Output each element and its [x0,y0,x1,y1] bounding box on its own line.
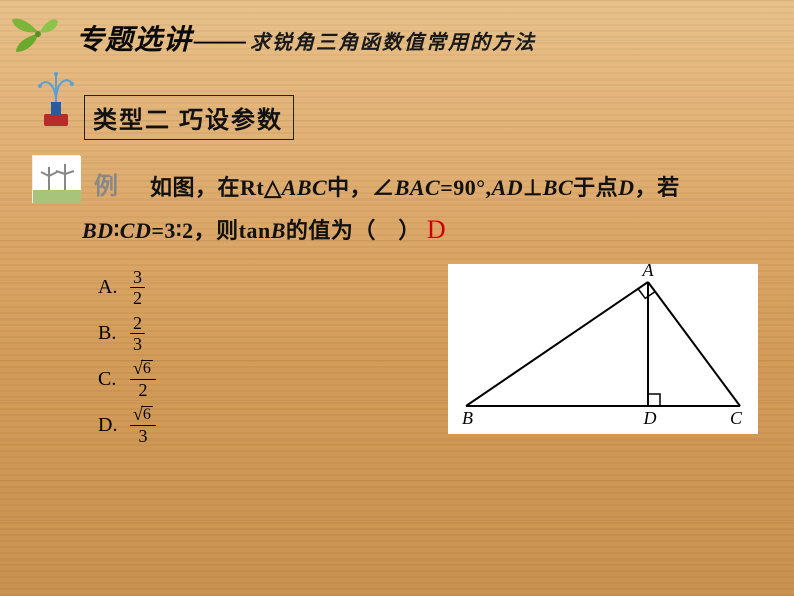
example-label: 例 [94,166,120,201]
stem-bc: BC [543,175,573,200]
option-c-num: √6 [130,360,156,380]
option-a: A. 3 2 [98,264,156,310]
leaf-logo-icon [8,6,62,60]
problem-stem-line1: 如图，在Rt△ABC中，∠BAC=90°,AD⊥BC于点D，若 [150,164,758,212]
option-d-num: √6 [130,406,156,426]
option-a-num: 3 [130,268,145,288]
answer-mark: D [427,215,446,244]
stem-ad: AD [492,175,524,200]
option-a-frac: 3 2 [130,268,145,307]
option-d-label: D. [98,414,124,437]
option-c-label: C. [98,368,124,391]
option-d-frac: √6 3 [130,406,156,445]
options: A. 3 2 B. 2 3 C. √6 2 D. [98,264,156,448]
stem-cd: CD [120,218,152,243]
stem-text: ，若 [635,175,680,200]
stem-text: 于点 [573,175,618,200]
option-b-den: 3 [130,334,145,353]
option-d: D. √6 3 [98,402,156,448]
svg-text:D: D [643,408,657,428]
windmill-icon [32,155,80,203]
slide: 专题选讲 —— 求锐角三角函数值常用的方法 类型二 巧设参数 [0,0,794,596]
triangle-diagram: A B C D [448,264,758,434]
title-sub: 求锐角三角函数值常用的方法 [250,26,536,55]
stem-text: ⊥ [523,175,543,200]
stem-text: =3∶2，则tan [151,218,270,243]
option-a-den: 2 [130,288,145,307]
option-b-frac: 2 3 [130,314,145,353]
stem-b: B [271,218,286,243]
option-b-label: B. [98,322,124,345]
option-b-num: 2 [130,314,145,334]
option-c-frac: √6 2 [130,360,156,399]
svg-text:C: C [730,408,743,428]
stem-text: =90°, [440,175,491,200]
stem-bac: BAC [395,175,441,200]
section-subtitle: 类型二 巧设参数 [84,95,294,140]
title-dash: —— [194,26,246,56]
title-row: 专题选讲 —— 求锐角三角函数值常用的方法 [76,18,536,58]
stem-text: 如图，在Rt△ [150,175,282,200]
stem-abc: ABC [282,175,328,200]
stem-text: 中，∠ [327,175,395,200]
stem-bd: BD [82,218,114,243]
option-c: C. √6 2 [98,356,156,402]
problem-stem-line2: BD∶CD=3∶2，则tanB的值为（ ）D [82,213,446,245]
svg-text:A: A [642,264,655,280]
option-b: B. 2 3 [98,310,156,356]
stem-text: 的值为（ ） [286,218,421,243]
option-a-label: A. [98,276,124,299]
stem-d: D [618,175,634,200]
option-c-den: 2 [135,380,150,399]
option-d-den: 3 [135,426,150,445]
fountain-icon [34,72,78,130]
title-main: 专题选讲 [76,18,192,58]
svg-text:B: B [462,408,473,428]
